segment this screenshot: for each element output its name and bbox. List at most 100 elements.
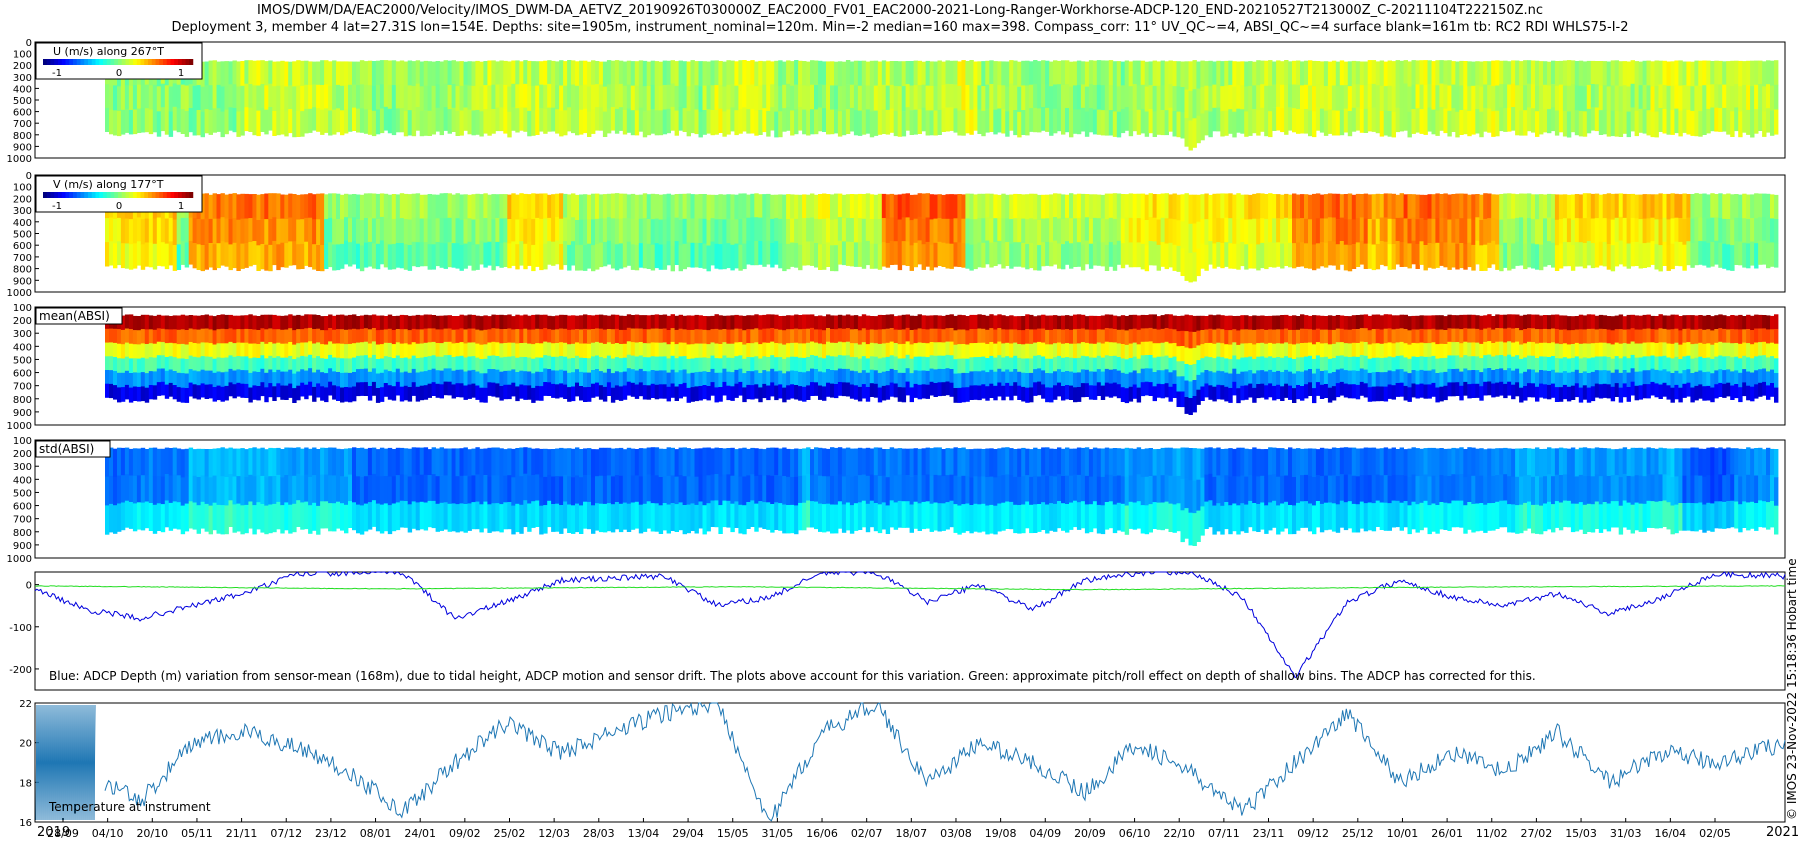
heatmap-cell xyxy=(977,385,982,401)
heatmap-cell xyxy=(224,329,229,344)
heatmap-cell xyxy=(1654,219,1659,245)
heatmap-cell xyxy=(1578,343,1584,359)
heatmap-cell xyxy=(212,84,217,109)
heatmap-cell xyxy=(455,369,460,384)
heatmap-cell xyxy=(1148,241,1153,266)
heatmap-cell xyxy=(156,368,162,383)
heatmap-cell xyxy=(1523,343,1528,358)
heatmap-cell xyxy=(1622,109,1628,134)
heatmap-cell xyxy=(917,328,922,343)
heatmap-cell xyxy=(1722,84,1727,109)
heatmap-cell xyxy=(136,84,142,109)
heatmap-cell xyxy=(1116,111,1122,138)
heatmap-cell xyxy=(591,60,596,86)
heatmap-cell xyxy=(614,371,620,386)
heatmap-cell xyxy=(1021,60,1026,86)
heatmap-cell xyxy=(1527,383,1532,398)
heatmap-cell xyxy=(308,108,313,133)
heatmap-cell xyxy=(1288,315,1293,331)
heatmap-cell xyxy=(1539,356,1544,371)
heatmap-cell xyxy=(316,84,321,109)
heatmap-cell xyxy=(1284,109,1289,135)
heatmap-cell xyxy=(845,217,851,243)
heatmap-cell xyxy=(1176,391,1181,407)
heatmap-cell xyxy=(491,328,496,343)
heatmap-cell xyxy=(822,344,827,359)
heatmap-cell xyxy=(853,357,859,372)
heatmap-cell xyxy=(1025,314,1030,330)
heatmap-cell xyxy=(1487,193,1492,219)
heatmap-cell xyxy=(1180,61,1185,88)
heatmap-cell xyxy=(300,219,305,245)
heatmap-cell xyxy=(734,85,739,111)
heatmap-cell xyxy=(236,194,241,221)
heatmap-cell xyxy=(543,355,548,369)
heatmap-cell xyxy=(507,342,512,357)
heatmap-cell xyxy=(1634,241,1639,266)
heatmap-cell xyxy=(905,61,910,85)
heatmap-cell xyxy=(873,85,879,111)
heatmap-cell xyxy=(1152,343,1157,358)
heatmap-cell xyxy=(798,371,803,387)
heatmap-cell xyxy=(1551,314,1556,329)
heatmap-cell xyxy=(1232,368,1237,383)
heatmap-cell xyxy=(1594,193,1600,219)
heatmap-cell xyxy=(1375,85,1381,110)
heatmap-cell xyxy=(105,383,110,398)
heatmap-cell xyxy=(1080,219,1086,245)
heatmap-cell xyxy=(296,371,301,387)
heatmap-cell xyxy=(1618,329,1624,345)
heatmap-cell xyxy=(993,371,998,387)
heatmap-cell xyxy=(1236,85,1241,110)
heatmap-cell xyxy=(1331,386,1337,401)
heatmap-cell xyxy=(232,343,237,358)
heatmap-cell xyxy=(678,219,683,246)
heatmap-cell xyxy=(1057,342,1062,357)
heatmap-cell xyxy=(531,85,536,111)
heatmap-cell xyxy=(746,343,751,358)
heatmap-cell xyxy=(152,315,158,331)
heatmap-cell xyxy=(1630,83,1635,108)
heatmap-cell xyxy=(614,84,620,110)
heatmap-cell xyxy=(1069,111,1074,138)
heatmap-cell xyxy=(208,315,213,330)
colorbar-swatch xyxy=(174,192,179,198)
heatmap-cell xyxy=(1160,110,1165,136)
heatmap-cell xyxy=(861,85,867,111)
heatmap-cell xyxy=(1323,218,1329,244)
heatmap-cell xyxy=(539,371,544,387)
heatmap-cell xyxy=(877,358,883,374)
heatmap-cell xyxy=(1084,217,1090,241)
heatmap-cell xyxy=(810,193,815,218)
heatmap-cell xyxy=(714,358,719,374)
heatmap-cell xyxy=(431,61,436,87)
heatmap-cell xyxy=(1535,219,1540,245)
heatmap-cell xyxy=(1527,218,1532,243)
heatmap-cell xyxy=(1562,357,1568,372)
heatmap-cell xyxy=(140,84,146,109)
heatmap-cell xyxy=(1120,344,1126,359)
heatmap-cell xyxy=(1582,385,1588,400)
heatmap-cell xyxy=(1475,356,1480,371)
heatmap-cell xyxy=(1435,358,1440,374)
heatmap-cell xyxy=(1339,60,1345,86)
heatmap-cell xyxy=(1594,383,1600,398)
heatmap-cell xyxy=(1021,344,1026,359)
heatmap-cell xyxy=(806,371,811,386)
heatmap-cell xyxy=(1196,389,1201,405)
heatmap-cell xyxy=(738,381,743,396)
heatmap-cell xyxy=(328,354,333,369)
heatmap-cell xyxy=(1566,358,1572,374)
heatmap-cell xyxy=(371,243,377,269)
heatmap-cell xyxy=(184,315,190,331)
heatmap-cell xyxy=(1590,328,1596,344)
heatmap-cell xyxy=(822,316,827,331)
heatmap-cell xyxy=(423,218,429,243)
heatmap-cell xyxy=(1272,194,1277,219)
heatmap-cell xyxy=(822,244,827,270)
heatmap-cell xyxy=(1762,240,1767,265)
heatmap-cell xyxy=(280,357,285,372)
heatmap-cell xyxy=(1088,357,1094,372)
heatmap-cell xyxy=(583,84,588,110)
heatmap-cell xyxy=(132,243,138,269)
